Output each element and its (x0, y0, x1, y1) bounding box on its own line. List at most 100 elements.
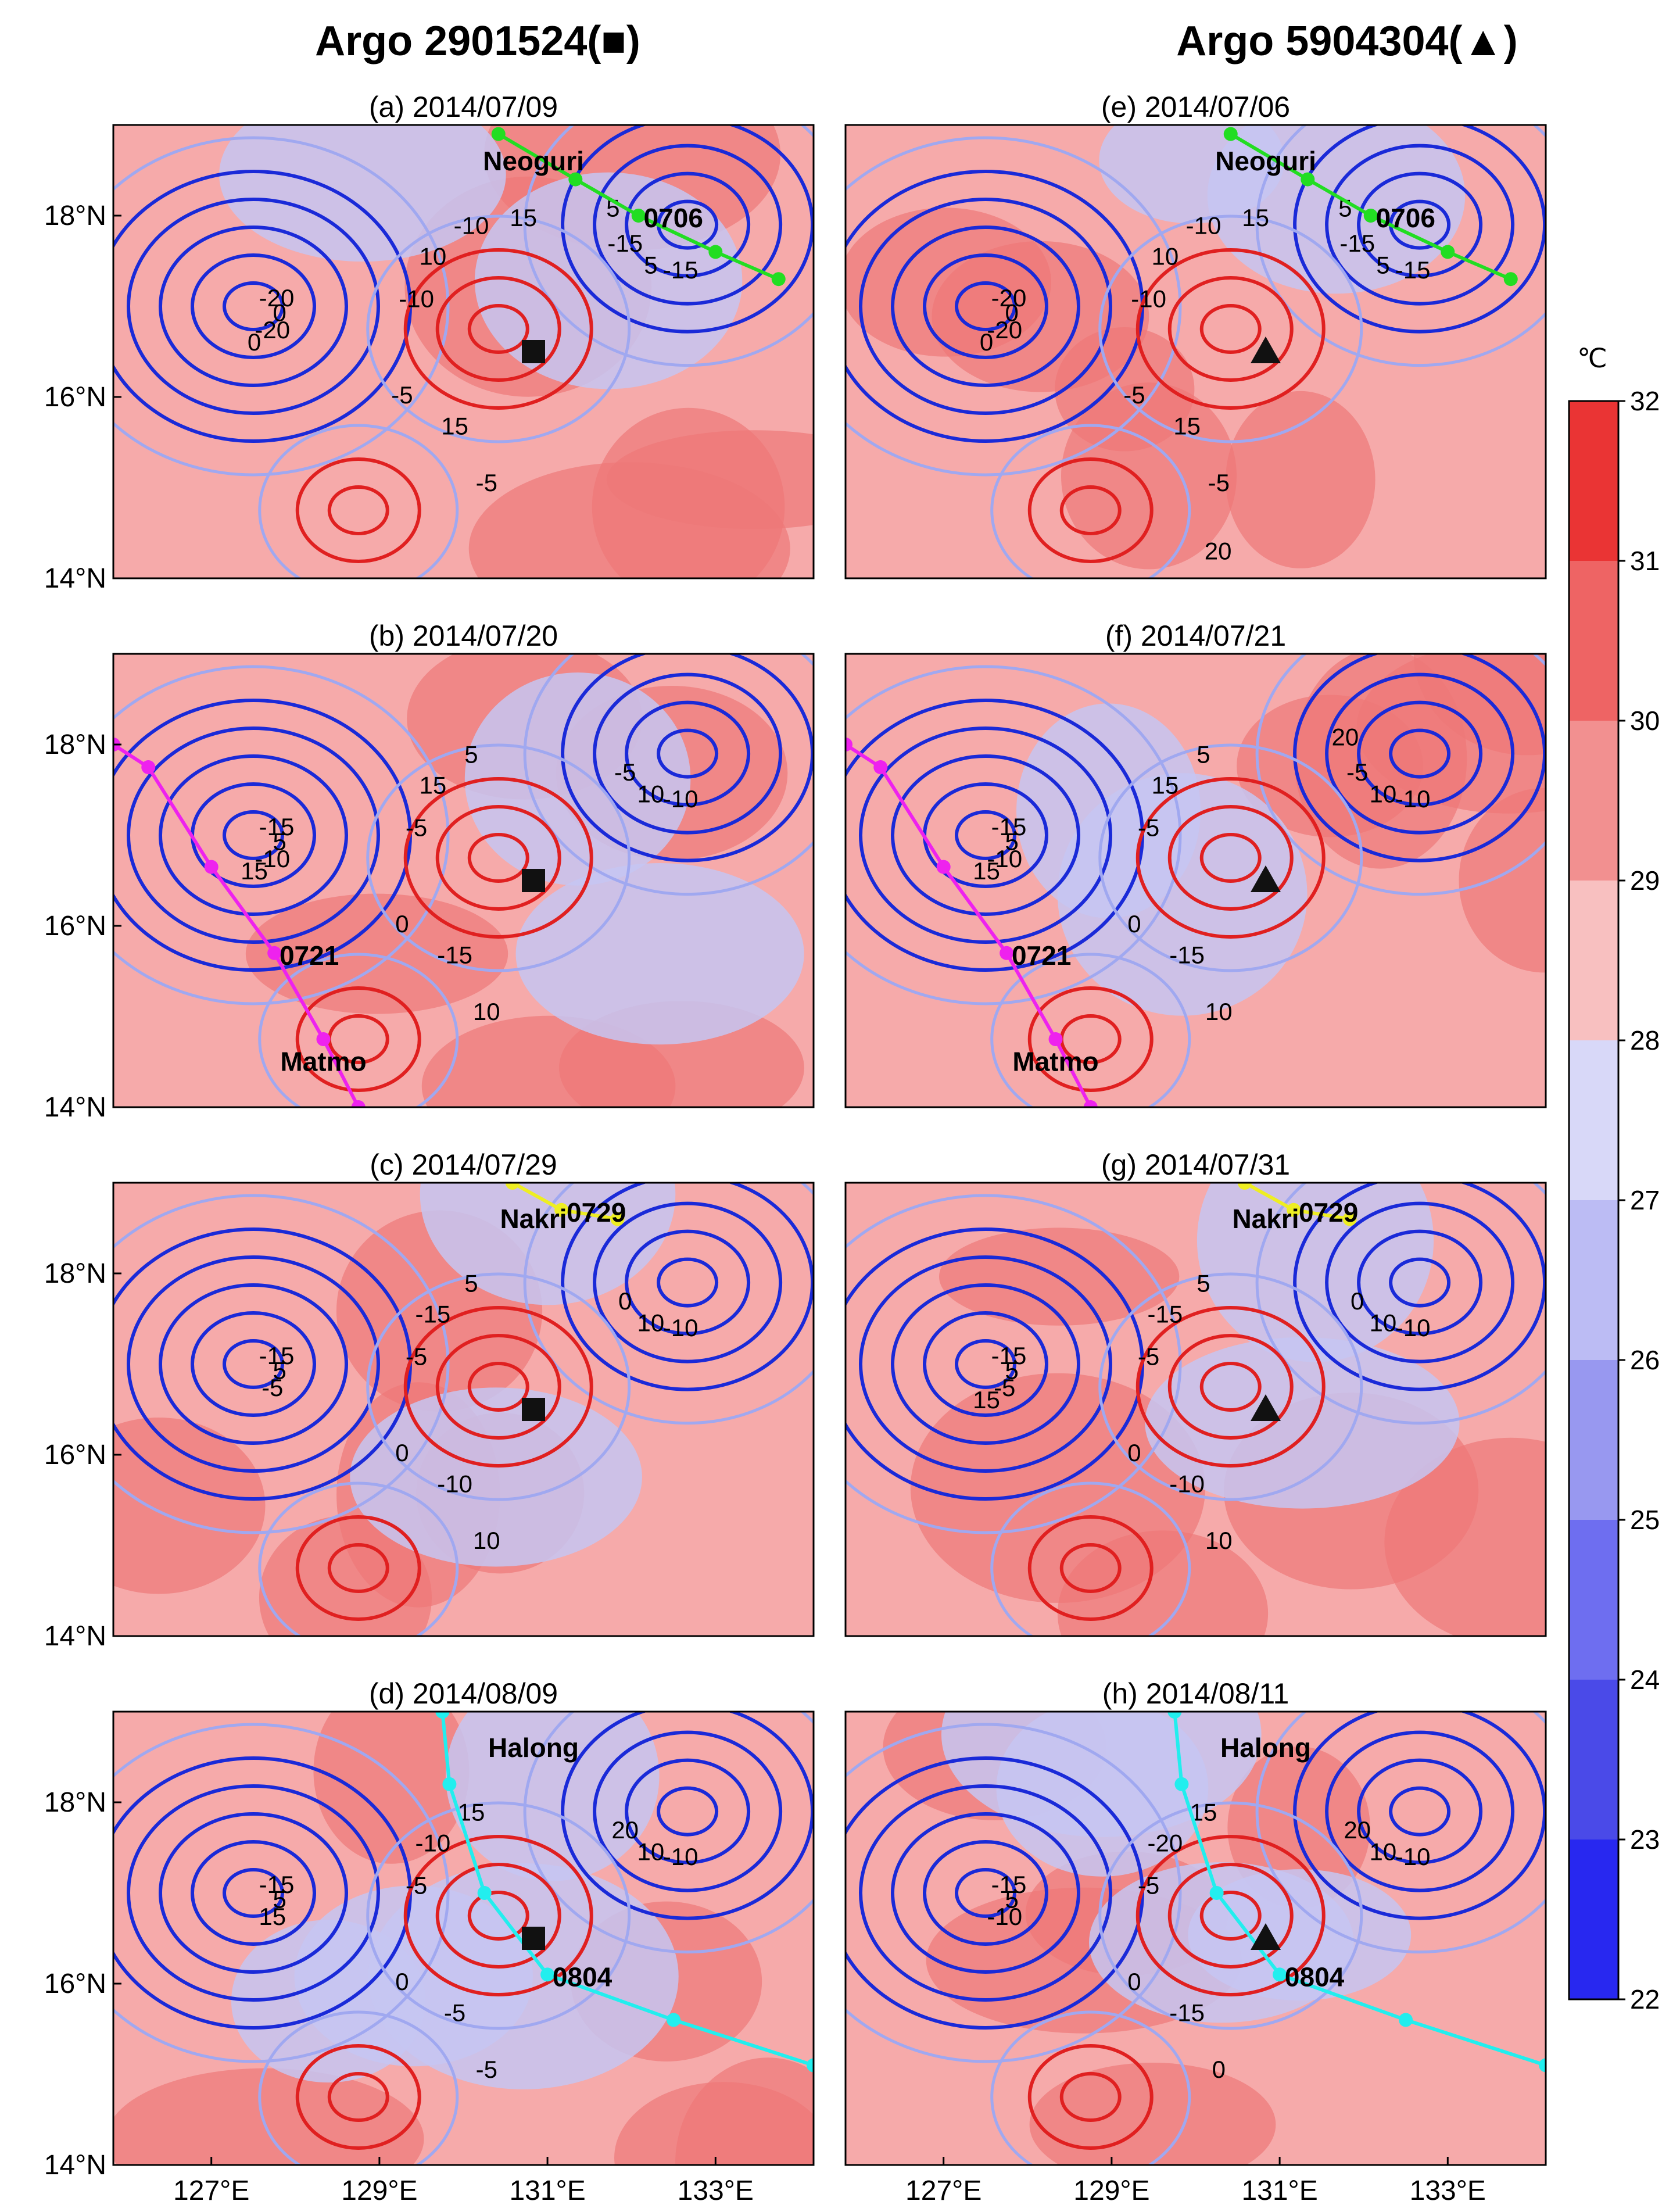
contour-label: 0 (980, 328, 993, 356)
lon-label: 133°E (678, 2175, 754, 2201)
contour-label: 10 (637, 1309, 665, 1336)
contour-line (1167, 805, 1294, 911)
storm-name: Matmo (1012, 1047, 1098, 1077)
storm-track (440, 1712, 814, 2067)
panels-grid: -20-15-10-5051015-20-15-10-50515Neoguri0… (44, 91, 1547, 2201)
contour-label: 10 (473, 998, 500, 1025)
track-point (1539, 2058, 1546, 2073)
zero-contour (113, 665, 450, 1005)
zero-contour (990, 1481, 1191, 1636)
zero-contour (113, 1194, 450, 1534)
panel-title: (f) 2014/07/21 (1105, 620, 1286, 652)
colorbar-tick-label: 22 (1630, 1984, 1660, 2014)
argo-triangle-marker (1251, 1394, 1281, 1421)
contour-line (1357, 1229, 1483, 1336)
contour-line (625, 171, 751, 278)
track-point (1399, 2013, 1413, 2027)
contour-line (1027, 2044, 1154, 2150)
panel-frame (112, 653, 815, 1108)
track-point (1174, 1777, 1189, 1791)
zero-contour (366, 214, 631, 443)
contour-line (625, 700, 751, 807)
panel-frame (844, 1182, 1547, 1637)
contour-line (657, 728, 719, 779)
contour-line (923, 1840, 1048, 1946)
contour-label: -15 (1169, 942, 1205, 969)
cool-sst-patch (474, 172, 743, 389)
contour-label: 20 (1332, 724, 1359, 751)
zero-contour (366, 1272, 631, 1501)
track-point (505, 1183, 520, 1190)
zero-contour (846, 665, 1182, 1005)
contour-label: 10 (1370, 780, 1397, 807)
colorbar-segment (1569, 1200, 1618, 1360)
contour-line (295, 2044, 421, 2150)
contour-line (1027, 1515, 1154, 1621)
contour-label: 5 (464, 1270, 478, 1297)
column-title-left: Argo 2901524(■) (315, 18, 640, 65)
contour-label: -10 (987, 845, 1022, 872)
colorbar-tick-label: 31 (1630, 546, 1660, 576)
contour-label: -5 (406, 1872, 427, 1899)
contour-label: 5 (1197, 1270, 1210, 1297)
contour-label: -5 (614, 758, 636, 786)
colorbar-segment (1569, 1839, 1618, 1999)
panel-title: (d) 2014/08/09 (369, 1677, 558, 1710)
contour-line (223, 1868, 284, 1918)
track-point (491, 127, 506, 141)
contour-line (1199, 833, 1262, 883)
track-point (477, 1886, 492, 1900)
contour-line (435, 805, 561, 911)
argo-square-marker (522, 1398, 545, 1421)
contour-line (923, 253, 1048, 359)
contour-label: -15 (259, 813, 295, 840)
contour-line (127, 1784, 380, 2002)
colorbar-segment (1569, 881, 1618, 1040)
warm-sst-patch (932, 241, 1149, 392)
zero-contour (113, 1723, 450, 2063)
track-point (267, 946, 282, 960)
contour-label: 0 (1005, 299, 1019, 327)
contour-label: 0 (1212, 2056, 1226, 2083)
contour-label: -5 (476, 2056, 497, 2083)
contour-label: 20 (1205, 537, 1232, 564)
contour-label: 15 (1152, 771, 1179, 799)
contour-label: -15 (1395, 256, 1431, 284)
contour-label: -10 (415, 1829, 451, 1856)
track-point (1167, 1712, 1182, 1719)
cool-sst-patch (515, 863, 804, 1045)
contour-line (593, 1201, 783, 1363)
contour-line (295, 1515, 421, 1621)
storm-name: Halong (488, 1733, 579, 1763)
panel-e: -20-15-10-5051015-20-15-10-5051520Neogur… (844, 91, 1547, 579)
contour-line (403, 1835, 593, 1996)
contour-line (1135, 1835, 1326, 1996)
contour-line (1293, 1712, 1546, 1920)
contour-label: 0 (1127, 1439, 1141, 1466)
track-point (1048, 1032, 1063, 1046)
contour-line (1293, 125, 1546, 334)
contour-label: 15 (1242, 204, 1269, 231)
track-point (316, 1032, 331, 1046)
track-point (771, 272, 786, 287)
storm-name: Neoguri (483, 146, 584, 176)
contour-line (561, 654, 814, 862)
track-point (1209, 1886, 1224, 1900)
warm-sst-patch (1029, 2063, 1276, 2165)
colorbar: ℃ 22 23 24 25 26 27 28 29 30 31 32 (1568, 343, 1660, 2014)
contour-line (955, 1868, 1016, 1918)
contour-label: 10 (637, 780, 665, 807)
contour-line (657, 1257, 719, 1308)
zero-contour (1098, 1801, 1363, 2030)
contour-line (859, 198, 1112, 415)
contour-line (403, 248, 593, 410)
contour-line (223, 281, 284, 331)
colorbar-tick-label: 32 (1630, 386, 1660, 416)
contour-label: -5 (1138, 1343, 1159, 1370)
track-point (873, 760, 888, 774)
lon-label: 133°E (1410, 2175, 1486, 2201)
contour-label: -10 (1395, 1314, 1431, 1341)
contour-line (1389, 1257, 1451, 1308)
contour-line (1325, 672, 1515, 835)
contour-label: 10 (1205, 998, 1233, 1025)
